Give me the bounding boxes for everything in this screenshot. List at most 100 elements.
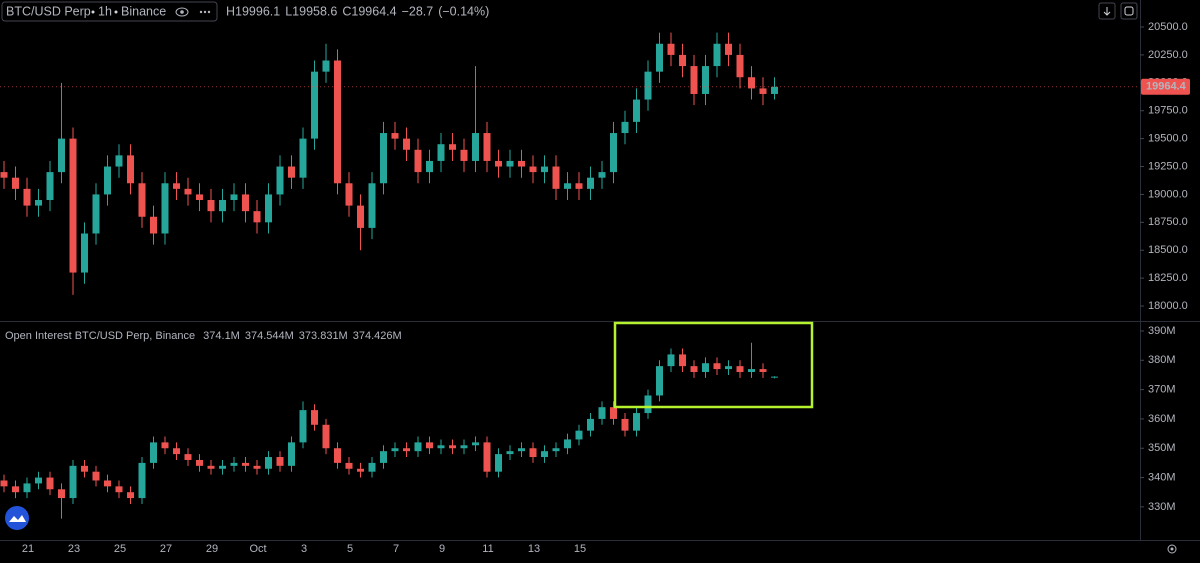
candle-body [518, 448, 525, 452]
candle-body [12, 177, 19, 189]
candle-body [414, 442, 422, 452]
candle-body [357, 468, 364, 472]
candle-body [46, 477, 54, 490]
candle-body [736, 54, 744, 78]
logo[interactable] [5, 506, 29, 530]
candle-body [552, 166, 560, 189]
candle-body [483, 442, 491, 472]
candle-body [621, 121, 629, 134]
candle-body [702, 363, 709, 373]
x-tick-label: 9 [439, 543, 445, 555]
candle-body [345, 462, 353, 469]
candle-body [0, 480, 8, 487]
candle-body [575, 430, 583, 440]
candle-body [759, 369, 767, 373]
ohlc-value: C19964.4 [342, 4, 396, 18]
y-tick-label: 19250.0 [1148, 160, 1188, 172]
more-icon[interactable] [199, 10, 211, 14]
y-tick-label: 18250.0 [1148, 272, 1188, 284]
scroll-button[interactable] [1098, 2, 1116, 20]
candle-body [138, 462, 146, 499]
ohlc-value: L19958.6 [285, 4, 337, 18]
candle-body [58, 138, 65, 173]
candle-body [104, 166, 111, 195]
candle-body [403, 138, 410, 150]
y-tick-label: 19000.0 [1148, 188, 1188, 200]
candle-body [265, 194, 272, 223]
candle-body [161, 183, 169, 234]
y-tick-label: 390M [1148, 325, 1176, 337]
candle-body [81, 465, 88, 472]
candle-body [368, 183, 376, 228]
eye-icon[interactable] [175, 7, 189, 17]
candle-body [322, 60, 330, 72]
candle-body [230, 462, 238, 466]
candle-body [311, 71, 318, 139]
x-tick-label: 29 [206, 543, 218, 555]
candle-body [173, 183, 180, 189]
candle-body [598, 407, 606, 419]
candle-body [667, 354, 675, 367]
exchange: Binance [121, 4, 166, 18]
x-tick-label: 25 [114, 543, 126, 555]
candle-body [150, 216, 157, 234]
candle-body [713, 363, 721, 370]
candle-body [0, 172, 8, 178]
candle-body [610, 407, 617, 419]
candle-body [23, 188, 31, 206]
y-tick-label: 370M [1148, 384, 1176, 396]
candle-body [299, 410, 307, 443]
indicator-value: 373.831M [299, 330, 348, 342]
ohlc-value: (−0.14%) [438, 4, 489, 18]
candle-body [748, 77, 755, 89]
candle-body [161, 442, 169, 449]
candle-body [771, 376, 778, 378]
last-price-label: 19964.4 [1146, 81, 1187, 93]
candle-body [265, 457, 272, 469]
candle-body [23, 483, 31, 493]
candle-body [713, 43, 721, 67]
y-tick-label: 380M [1148, 354, 1176, 366]
x-tick-label: 11 [482, 543, 493, 555]
candle-body [656, 43, 663, 72]
y-tick-label: 20500.0 [1148, 21, 1188, 33]
candle-body [345, 183, 353, 206]
reset-button[interactable] [1120, 2, 1138, 20]
candle-body [564, 439, 571, 449]
candle-body [598, 172, 606, 178]
x-tick-label: 21 [22, 543, 34, 555]
candle-body [242, 462, 249, 466]
candle-body [92, 194, 100, 234]
candle-body [506, 160, 514, 167]
settings-icon[interactable] [1167, 544, 1177, 554]
candle-body [506, 451, 514, 455]
candle-body [690, 366, 698, 373]
candle-body [357, 205, 364, 228]
candle-body [426, 442, 433, 449]
x-tick-label: 3 [301, 543, 307, 555]
candle-body [81, 233, 88, 273]
candle-body [725, 43, 732, 55]
y-tick-label: 360M [1148, 413, 1176, 425]
candle-body [138, 183, 146, 217]
candle-body [391, 448, 399, 452]
candle-body [380, 133, 387, 184]
symbol-box[interactable] [1, 1, 218, 22]
candle-body [414, 149, 422, 173]
candle-body [322, 424, 330, 449]
ohlc-value: H19996.1 [226, 4, 280, 18]
candle-body [541, 451, 548, 458]
interval: 1h [98, 4, 112, 18]
separator [114, 10, 118, 14]
indicator-value: 374.544M [245, 330, 294, 342]
candle-body [12, 486, 19, 493]
candle-body [253, 465, 261, 469]
indicator-value: 374.426M [353, 330, 402, 342]
candle-body [403, 448, 410, 452]
candle-body [230, 194, 238, 201]
indicator-title: Open Interest BTC/USD Perp, Binance [5, 330, 195, 342]
y-tick-label: 19500.0 [1148, 133, 1188, 145]
x-tick-label: 27 [160, 543, 172, 555]
y-tick-label: 18500.0 [1148, 244, 1188, 256]
